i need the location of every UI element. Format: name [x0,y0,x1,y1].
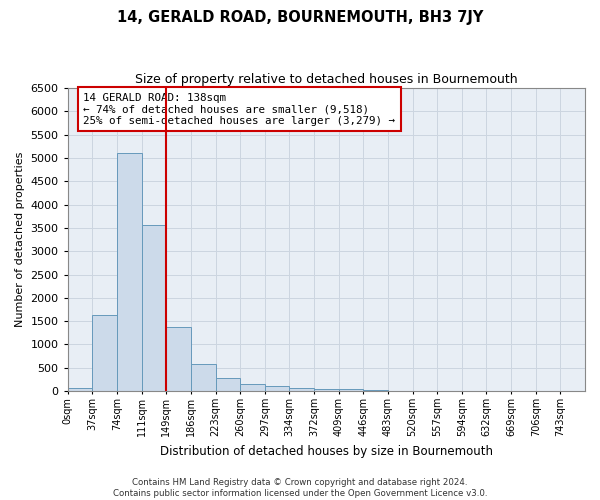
Bar [240,384,265,391]
Bar [314,389,338,391]
Text: 14 GERALD ROAD: 138sqm
← 74% of detached houses are smaller (9,518)
25% of semi-: 14 GERALD ROAD: 138sqm ← 74% of detached… [83,92,395,126]
Text: 14, GERALD ROAD, BOURNEMOUTH, BH3 7JY: 14, GERALD ROAD, BOURNEMOUTH, BH3 7JY [117,10,483,25]
Text: Contains HM Land Registry data © Crown copyright and database right 2024.
Contai: Contains HM Land Registry data © Crown c… [113,478,487,498]
Bar [68,388,92,391]
X-axis label: Distribution of detached houses by size in Bournemouth: Distribution of detached houses by size … [160,444,493,458]
Bar [117,154,142,391]
Title: Size of property relative to detached houses in Bournemouth: Size of property relative to detached ho… [135,72,518,86]
Bar [142,224,166,391]
Bar [215,378,240,391]
Y-axis label: Number of detached properties: Number of detached properties [15,152,25,328]
Bar [92,314,117,391]
Bar [289,388,314,391]
Bar [265,386,289,391]
Bar [338,389,364,391]
Bar [166,327,191,391]
Bar [191,364,215,391]
Bar [364,390,388,391]
